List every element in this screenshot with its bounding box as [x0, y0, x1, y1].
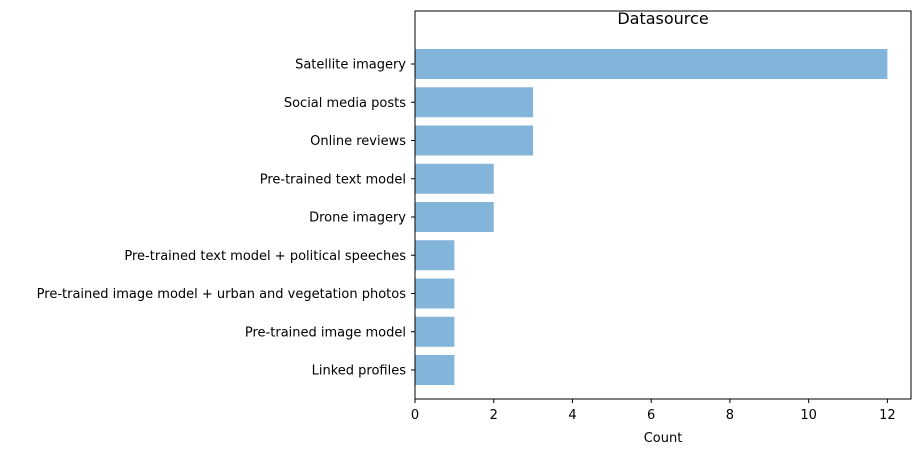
y-tick-label: Linked profiles	[312, 364, 407, 379]
bar	[415, 87, 534, 118]
bar	[415, 202, 494, 232]
bar	[415, 278, 455, 309]
x-tick-label: 6	[647, 408, 655, 423]
y-tick-label: Pre-trained image model + urban and vege…	[37, 287, 407, 302]
x-tick-label: 4	[568, 408, 576, 423]
x-tick-label: 8	[726, 408, 734, 423]
x-tick-label: 12	[879, 408, 896, 423]
bar	[415, 49, 888, 79]
x-tick-label: 10	[800, 408, 817, 423]
x-tick-label: 0	[411, 408, 419, 423]
y-tick-label: Social media posts	[284, 96, 406, 111]
bars-group	[415, 49, 888, 385]
plot-frame	[414, 10, 912, 400]
y-tick-label: Pre-trained image model	[245, 325, 406, 340]
bar	[415, 316, 455, 347]
x-axis-ticks: 0 2 4 6 8 10 12	[411, 399, 896, 423]
bar	[415, 125, 534, 156]
bar	[415, 163, 494, 194]
y-tick-label: Pre-trained text model	[260, 172, 406, 187]
y-tick-label: Drone imagery	[309, 211, 406, 226]
y-tick-label: Online reviews	[310, 134, 406, 149]
bar	[415, 355, 455, 385]
x-axis-label: Count	[644, 431, 683, 446]
category-labels: Satellite imagery Social media posts Onlin…	[37, 58, 415, 379]
x-tick-label: 2	[490, 408, 498, 423]
y-tick-label: Pre-trained text model + political speec…	[124, 249, 406, 264]
chart-title: Datasource	[617, 9, 708, 28]
bar	[415, 240, 455, 271]
y-tick-label: Satellite imagery	[295, 58, 406, 73]
